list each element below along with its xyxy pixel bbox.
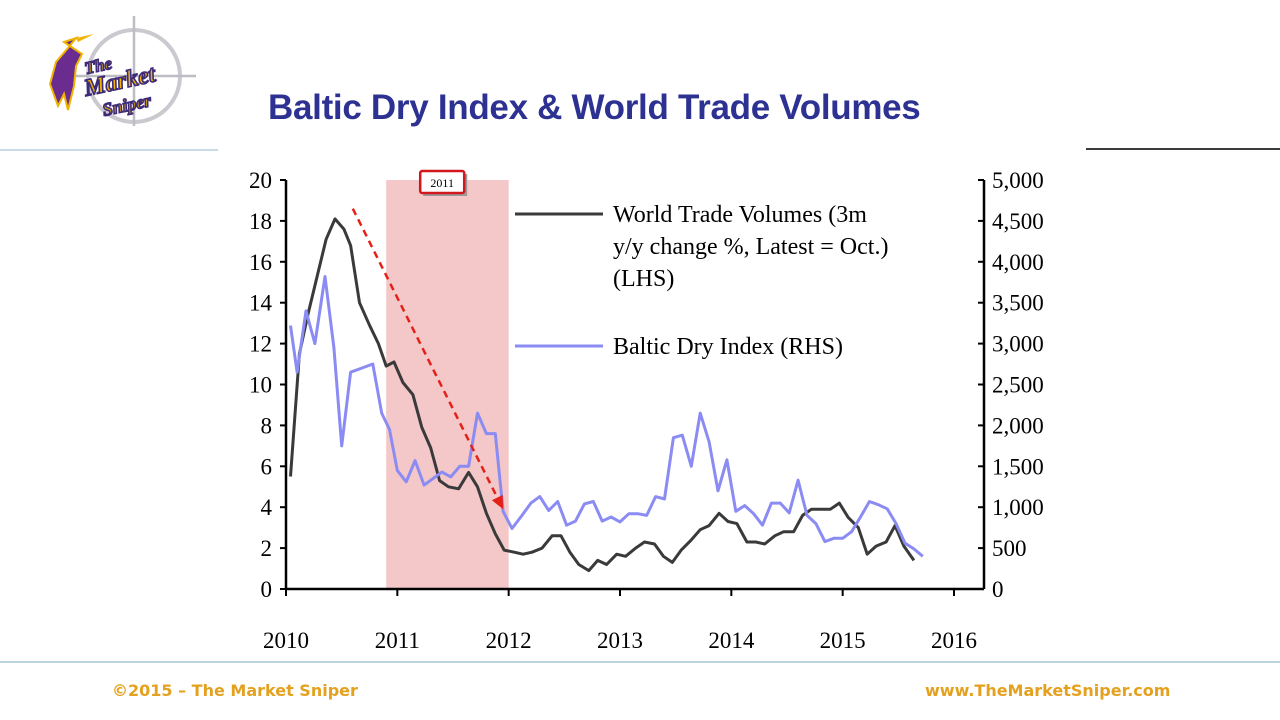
x-tick-label: 2011	[375, 628, 420, 653]
y-left-tick-label: 4	[261, 495, 273, 520]
logo-text: The Market Sniper	[80, 53, 160, 121]
x-tick-label: 2015	[820, 628, 866, 653]
y-right-tick-label: 2,500	[992, 373, 1044, 398]
legend-label-baltic-dry: Baltic Dry Index (RHS)	[613, 334, 843, 360]
y-right-tick-label: 1,000	[992, 495, 1044, 520]
annotation-2011-label: 2011	[418, 169, 468, 196]
annotation-text: 2011	[430, 176, 454, 190]
x-tick-label: 2014	[708, 628, 755, 653]
y-left-tick-label: 10	[249, 373, 272, 398]
dual-axis-line-chart: 0 2 4 6 8 10 12 14 16 18 20 0 500 1,000 1,500 2,000 2,50…	[249, 168, 1044, 653]
y-right-tick-label: 3,500	[992, 291, 1044, 316]
y-right-tick-label: 1,500	[992, 454, 1044, 479]
trend-arrow-head	[491, 494, 504, 510]
y-left-tick-label: 20	[249, 168, 272, 193]
y-left-tick-label: 16	[249, 250, 272, 275]
series-baltic-dry-index-line	[289, 275, 924, 558]
footer-divider	[0, 661, 1280, 663]
x-tick-label: 2012	[486, 628, 532, 653]
logo-bird-beak	[76, 34, 94, 42]
header-divider-right	[1086, 148, 1280, 150]
y-left-tick-label: 12	[249, 332, 272, 357]
market-sniper-logo: The Market Sniper	[48, 16, 196, 126]
y-right-tick-label: 500	[992, 536, 1027, 561]
page-title: Baltic Dry Index & World Trade Volumes	[268, 88, 921, 127]
footer-website-link[interactable]: www.TheMarketSniper.com	[925, 681, 1171, 700]
y-left-tick-label: 2	[261, 536, 273, 561]
annotation-box	[418, 169, 466, 195]
y-right-tick-label: 5,000	[992, 168, 1044, 193]
trend-arrow-line	[351, 208, 505, 510]
y-left-tick-label: 6	[261, 454, 273, 479]
y-right-tick-label: 2,000	[992, 413, 1044, 438]
y-left-tick-label: 14	[249, 291, 273, 316]
legend-label-world-trade: y/y change %, Latest = Oct.)	[613, 234, 888, 260]
legend-label-world-trade: World Trade Volumes (3m	[613, 202, 867, 228]
x-tick-label: 2013	[597, 628, 643, 653]
x-tick-label: 2016	[931, 628, 977, 653]
header-divider-left	[0, 149, 218, 151]
legend-label-world-trade: (LHS)	[613, 266, 674, 292]
y-right-tick-label: 3,000	[992, 332, 1044, 357]
y-right-tick-label: 0	[992, 577, 1004, 602]
y-right-tick-label: 4,000	[992, 250, 1044, 275]
footer-copyright: ©2015 – The Market Sniper	[112, 681, 358, 700]
y-left-tick-label: 18	[249, 209, 272, 234]
y-left-tick-label: 8	[261, 413, 273, 438]
y-left-tick-label: 0	[261, 577, 273, 602]
logo-bird-icon	[48, 35, 84, 111]
series-world-trade-volumes-line	[289, 217, 916, 573]
x-tick-label: 2010	[263, 628, 309, 653]
y-right-tick-label: 4,500	[992, 209, 1044, 234]
